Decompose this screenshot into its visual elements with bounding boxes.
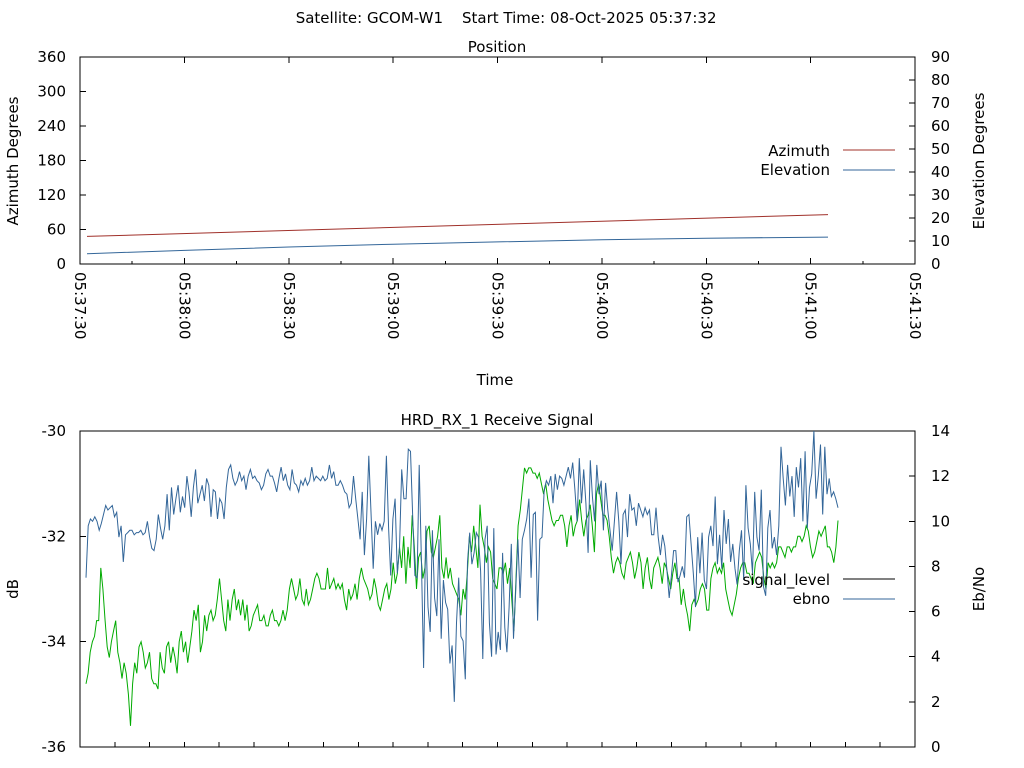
signal-y-tick-label: -30 [42, 422, 67, 440]
position-legend: Azimuth Elevation [760, 142, 895, 179]
position-y2-tick-label: 40 [931, 163, 950, 181]
signal-y2-tick-label: 6 [931, 603, 941, 621]
position-y2-tick-label: 0 [931, 255, 941, 273]
signal-y-axis: -36 -34 -32 -30 [42, 422, 86, 756]
position-y2-tick-label: 50 [931, 140, 950, 158]
series-line-azimuth [86, 214, 829, 237]
signal-y-tick-label: -34 [42, 633, 67, 651]
position-y-tick-label: 300 [37, 83, 66, 101]
legend-label-elevation: Elevation [760, 161, 830, 179]
position-y-tick-label: 180 [37, 152, 66, 170]
position-y2-axis-label: Elevation Degrees [970, 92, 988, 229]
signal-y-tick-label: -32 [42, 527, 67, 545]
position-series-group [86, 214, 829, 255]
position-y2-tick-label: 90 [931, 48, 950, 66]
signal-y2-axis-label: Eb/No [970, 567, 988, 611]
signal-y-axis-label: dB [4, 579, 22, 599]
position-chart-title: Position [468, 38, 526, 56]
position-y2-tick-label: 60 [931, 117, 950, 135]
position-x-tick-label: 05:39:30 [489, 272, 507, 339]
signal-series-group [85, 430, 839, 726]
signal-chart-title: HRD_RX_1 Receive Signal [401, 411, 594, 430]
position-y2-tick-label: 80 [931, 71, 950, 89]
position-x-tick-label: 05:41:00 [802, 272, 820, 339]
position-x-tick-label: 05:41:30 [906, 272, 924, 339]
series-line-signal-green [85, 467, 839, 726]
legend-label-signal-level: signal_level [742, 571, 830, 590]
position-x-tick-label: 05:39:00 [384, 272, 402, 339]
series-line-ebno [85, 430, 839, 702]
legend-label-azimuth: Azimuth [768, 142, 830, 160]
position-y2-axis: 0 10 20 30 40 50 60 70 80 90 [909, 48, 950, 273]
position-x-tick-label: 05:37:30 [71, 272, 89, 339]
signal-y2-tick-label: 0 [931, 738, 941, 756]
position-y-axis: 0 60 120 180 240 300 360 [37, 48, 86, 273]
position-y-tick-label: 360 [37, 48, 66, 66]
position-y2-tick-label: 70 [931, 94, 950, 112]
position-x-tick-label: 05:38:00 [175, 272, 193, 339]
position-x-tick-label: 05:40:30 [697, 272, 715, 339]
position-y2-tick-label: 10 [931, 232, 950, 250]
signal-y2-tick-label: 12 [931, 467, 950, 485]
legend-label-ebno: ebno [793, 590, 830, 608]
position-x-axis-label: Time [476, 371, 514, 389]
signal-y2-tick-label: 14 [931, 422, 950, 440]
signal-y2-axis: 0 2 4 6 8 10 12 14 [909, 422, 950, 756]
position-y2-tick-label: 30 [931, 186, 950, 204]
signal-chart: HRD_RX_1 Receive Signal -36 -34 -32 -30 0 2 4… [4, 411, 988, 756]
signal-x-ticks [114, 742, 881, 747]
start-time-label: Start Time: 08-Oct-2025 05:37:32 [462, 9, 717, 27]
position-y-tick-label: 0 [56, 255, 66, 273]
signal-y-tick-label: -36 [42, 738, 67, 756]
position-x-tick-label: 05:38:30 [280, 272, 298, 339]
signal-y2-tick-label: 8 [931, 557, 941, 575]
position-chart: Position 0 60 120 180 240 300 360 0 10 20 30 40 50 6… [4, 38, 988, 389]
signal-legend: signal_level ebno [742, 571, 895, 608]
position-y-tick-label: 120 [37, 186, 66, 204]
position-x-axis: 05:37:30 05:38:00 05:38:30 05:39:00 05:39:30… [71, 57, 924, 339]
position-x-tick-label: 05:40:00 [593, 272, 611, 339]
position-y-tick-label: 240 [37, 117, 66, 135]
position-y-axis-label: Azimuth Degrees [4, 96, 22, 225]
position-y2-tick-label: 20 [931, 209, 950, 227]
satellite-label: Satellite: GCOM-W1 [296, 9, 443, 27]
position-y-tick-label: 60 [47, 221, 66, 239]
signal-y2-tick-label: 10 [931, 512, 950, 530]
signal-y2-tick-label: 2 [931, 693, 941, 711]
series-line-elevation [86, 236, 829, 255]
signal-y2-tick-label: 4 [931, 648, 941, 666]
